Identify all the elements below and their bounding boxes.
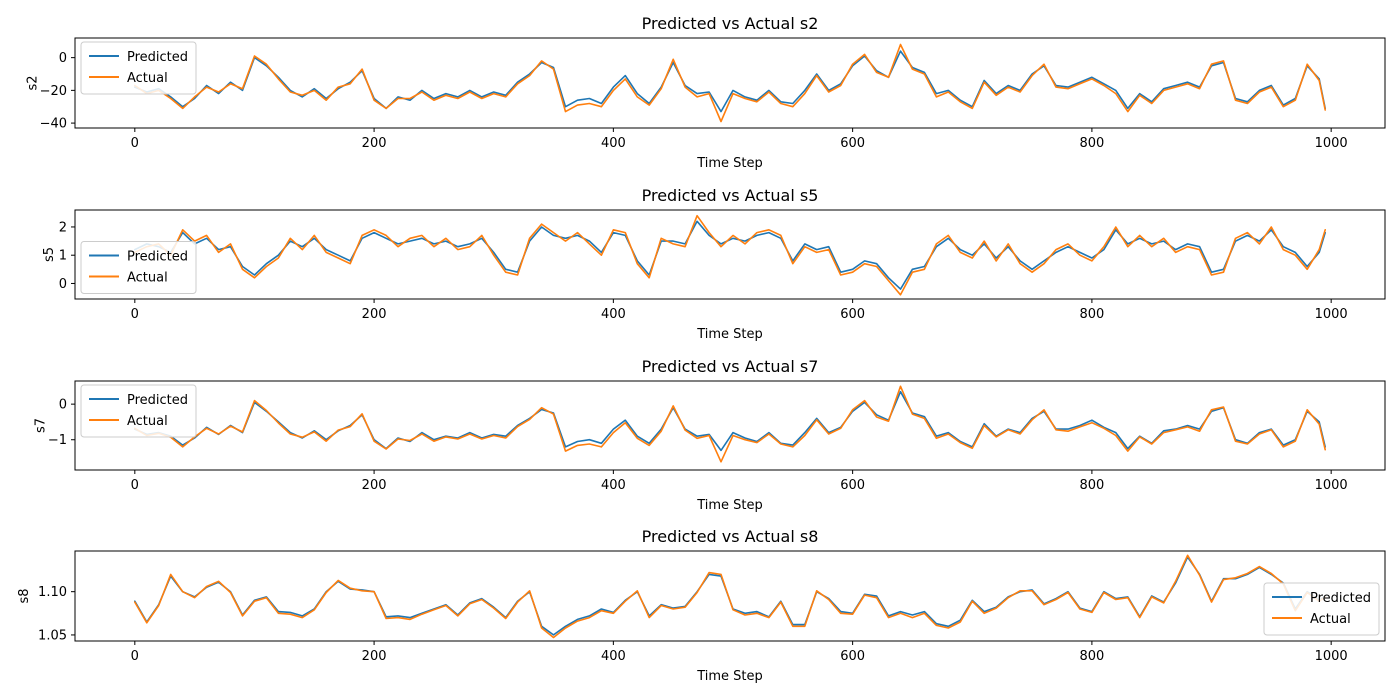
legend: Predicted Actual (80, 384, 197, 438)
series-line-predicted (134, 556, 1326, 636)
x-tick-label: 800 (1079, 307, 1104, 322)
x-tick-label: 600 (840, 307, 865, 322)
legend-label: Actual (127, 71, 168, 86)
x-tick-label: 0 (131, 478, 139, 493)
x-tick-label: 400 (601, 649, 626, 664)
y-tick-label: 0 (59, 398, 67, 413)
x-axis-label: Time Step (696, 498, 763, 513)
legend: Predicted Actual (80, 41, 197, 95)
x-axis-label: Time Step (696, 669, 763, 684)
y-tick-label: 1.05 (38, 628, 67, 643)
x-tick-label: 400 (601, 136, 626, 151)
y-tick-label: −1 (48, 433, 67, 448)
x-tick-label: 400 (601, 478, 626, 493)
y-axis-label: s7 (34, 418, 49, 433)
series-line-predicted (134, 220, 1326, 290)
series-line-actual (134, 385, 1326, 463)
plot-area (74, 550, 1386, 642)
x-tick-label: 1000 (1315, 307, 1348, 322)
series-line-actual (134, 43, 1326, 123)
x-tick-label: 600 (840, 478, 865, 493)
y-tick-label: −20 (40, 84, 67, 99)
plot-area (74, 209, 1386, 300)
legend: Predicted Actual (1263, 582, 1380, 636)
x-tick-label: 0 (131, 307, 139, 322)
x-axis-label: Time Step (696, 327, 763, 342)
x-tick-label: 1000 (1315, 649, 1348, 664)
y-axis-label: s5 (42, 247, 57, 262)
y-tick-label: 1 (59, 249, 67, 264)
x-tick-label: 200 (362, 649, 387, 664)
x-tick-label: 200 (362, 478, 387, 493)
plot-area (74, 380, 1386, 471)
legend-label: Actual (127, 414, 168, 429)
chart-panel-4: Predicted vs Actual s8 0 200 400 600 800 1000 1… (17, 527, 1386, 684)
chart-panel-3: Predicted vs Actual s7 0 200 400 600 800 1000 0… (34, 357, 1386, 513)
y-tick-label: 1.10 (38, 585, 67, 600)
x-tick-label: 600 (840, 136, 865, 151)
chart-panel-2: Predicted vs Actual s5 0 200 400 600 800 1000 2… (42, 186, 1386, 342)
y-axis-label: s8 (17, 588, 32, 603)
series-line-actual (134, 554, 1326, 639)
x-tick-label: 0 (131, 136, 139, 151)
y-axis-label: s2 (25, 75, 40, 90)
x-tick-label: 0 (131, 649, 139, 664)
x-tick-label: 200 (362, 307, 387, 322)
x-tick-label: 800 (1079, 136, 1104, 151)
y-tick-label: 2 (59, 220, 67, 235)
legend-label: Actual (1310, 612, 1351, 627)
chart-title: Predicted vs Actual s5 (642, 186, 819, 205)
chart-panel-1: Predicted vs Actual s2 0 200 400 600 800 1000 0… (25, 14, 1386, 171)
legend-label: Actual (127, 271, 168, 286)
x-tick-label: 800 (1079, 649, 1104, 664)
chart-title: Predicted vs Actual s2 (642, 14, 819, 33)
x-tick-label: 1000 (1315, 136, 1348, 151)
x-tick-label: 1000 (1315, 478, 1348, 493)
legend-label: Predicted (1310, 591, 1371, 606)
series-line-actual (134, 214, 1326, 296)
y-tick-label: 0 (59, 51, 67, 66)
legend-label: Predicted (127, 250, 188, 265)
x-axis-label: Time Step (696, 156, 763, 171)
y-tick-label: −40 (40, 117, 67, 132)
x-tick-label: 800 (1079, 478, 1104, 493)
chart-title: Predicted vs Actual s7 (642, 357, 819, 376)
plot-area (74, 37, 1386, 129)
chart-title: Predicted vs Actual s8 (642, 527, 819, 546)
legend-label: Predicted (127, 50, 188, 65)
x-tick-label: 600 (840, 649, 865, 664)
legend-label: Predicted (127, 393, 188, 408)
x-tick-label: 200 (362, 136, 387, 151)
x-tick-label: 400 (601, 307, 626, 322)
legend: Predicted Actual (80, 241, 197, 294)
y-tick-label: 0 (59, 277, 67, 292)
